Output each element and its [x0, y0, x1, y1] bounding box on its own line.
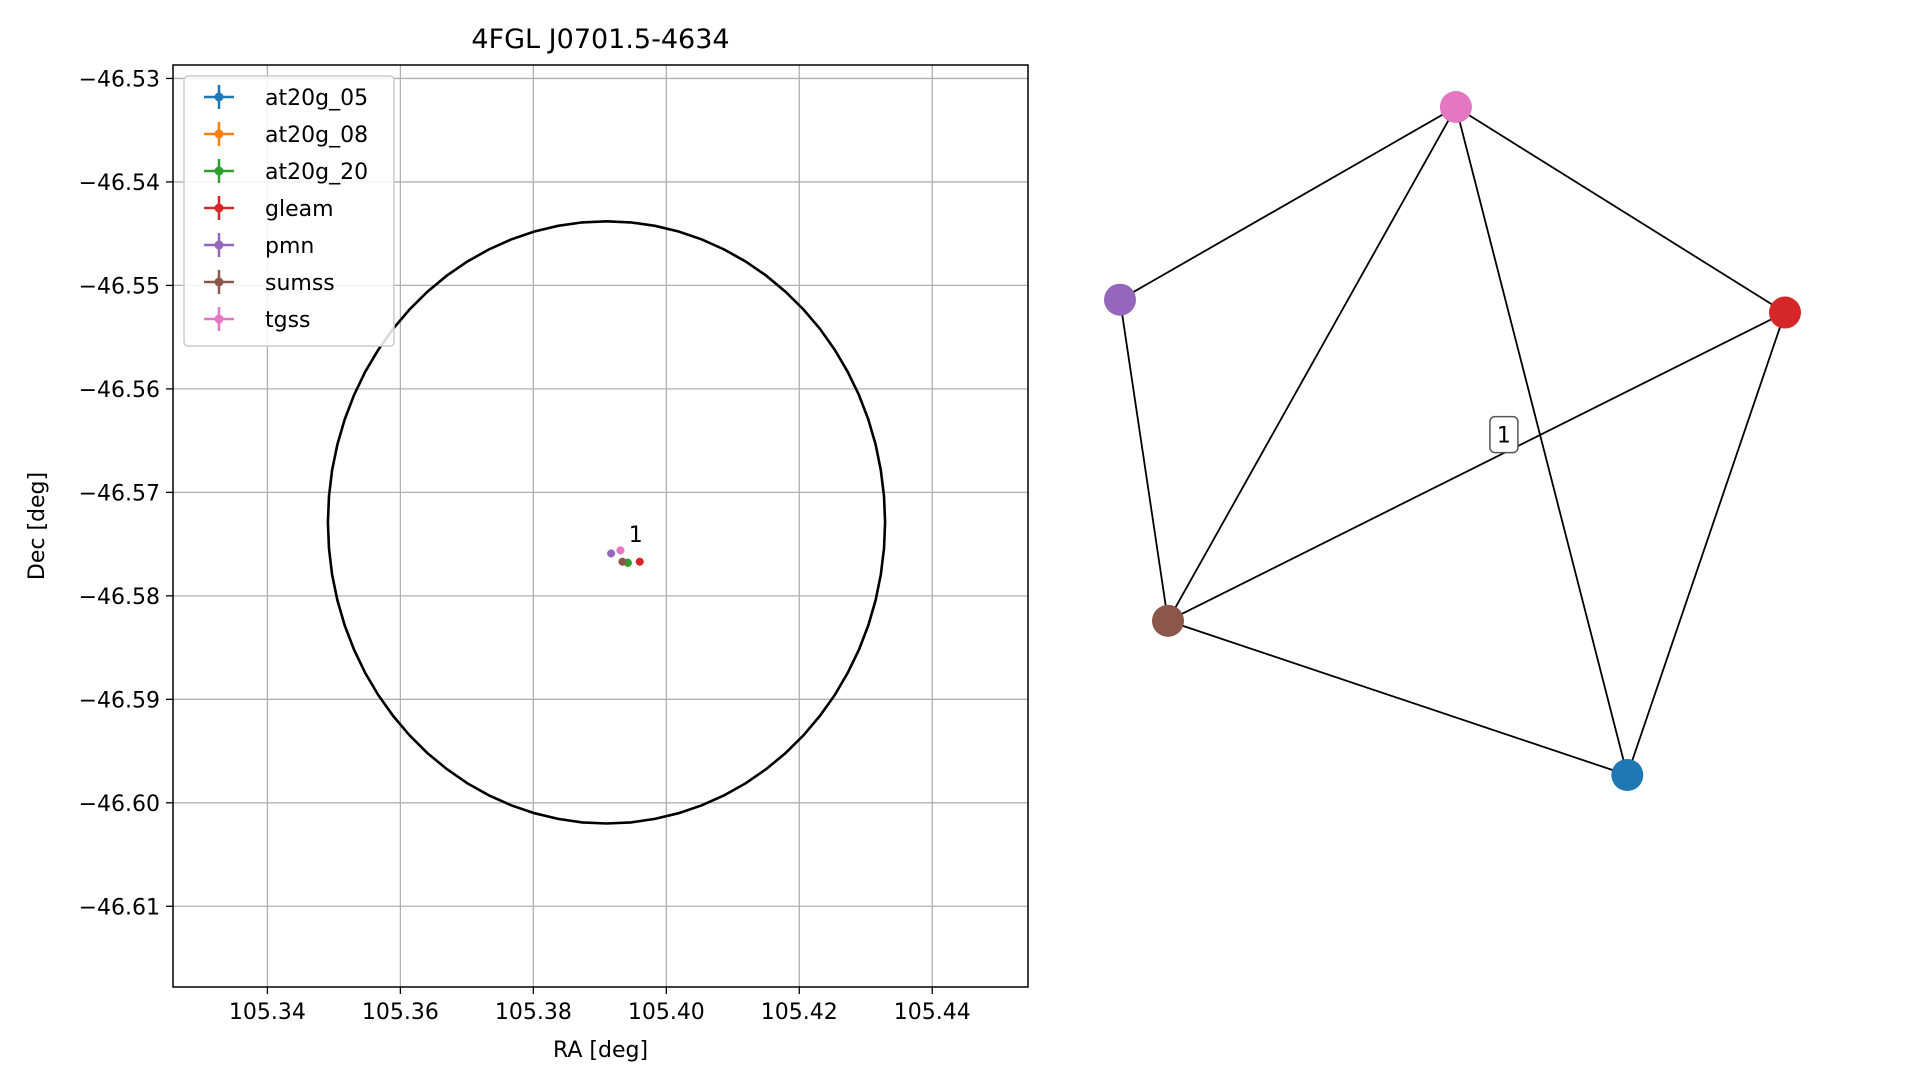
y-tick-label: −46.54 [79, 171, 160, 196]
legend-marker-at20g_08 [214, 129, 224, 139]
ellipse-outline [326, 219, 887, 825]
y-tick-label: −46.57 [79, 481, 160, 506]
network-label: 1 [1489, 415, 1519, 454]
x-tick-label: 105.38 [495, 1000, 572, 1025]
x-tick-label: 105.42 [761, 1000, 838, 1025]
node-sumss [1151, 604, 1184, 637]
y-tick-label: −46.55 [79, 274, 160, 299]
y-tick-label: −46.56 [79, 378, 160, 403]
edge-gleam-sumss [1167, 311, 1786, 622]
node-tgss [1439, 91, 1472, 123]
x-tick-label: 105.36 [362, 1000, 439, 1025]
y-axis-label: Dec [deg] [25, 472, 50, 580]
node-gleam [1769, 296, 1801, 329]
network-label-text: 1 [1497, 424, 1511, 449]
x-axis-label: RA [deg] [553, 1038, 648, 1063]
y-tick-label: −46.58 [79, 585, 160, 610]
legend-label-pmn: pmn [265, 234, 314, 259]
legend-label-gleam: gleam [265, 197, 334, 222]
node-at20g [1611, 759, 1644, 791]
edge-tgss-gleam [1455, 106, 1786, 314]
legend-marker-tgss [214, 314, 224, 324]
legend-marker-pmn [214, 240, 224, 250]
annotation-label: 1 [629, 523, 643, 548]
edge-tgss-at20g [1455, 106, 1629, 776]
point-pmn [607, 549, 616, 558]
edge-pmn-sumss [1119, 299, 1169, 621]
legend-label-at20g_05: at20g_05 [265, 86, 368, 111]
x-tick-label: 105.44 [894, 1000, 971, 1025]
edge-tgss-sumss [1167, 106, 1457, 622]
legend-box [183, 75, 395, 347]
legend-marker-at20g_20 [214, 166, 224, 176]
x-axis-ticks: 105.34 105.36 105.38 105.40 105.42 105.44 [229, 987, 971, 1025]
error-ellipse [326, 219, 887, 825]
x-tick-label: 105.34 [229, 1000, 306, 1025]
edge-tgss-pmn [1119, 106, 1457, 301]
legend-label-at20g_08: at20g_08 [265, 123, 368, 148]
legend-label-at20g_20: at20g_20 [265, 160, 368, 185]
edge-sumss-at20g [1167, 619, 1628, 776]
network-nodes [1104, 91, 1801, 791]
legend-marker-gleam [214, 203, 224, 213]
y-tick-label: −46.53 [79, 67, 160, 92]
y-axis-ticks: −46.53 −46.54 −46.55 −46.56 −46.57 −46.58 −46.… [79, 67, 173, 920]
legend-marker-sumss [214, 277, 224, 287]
chart-title: 4FGL J0701.5-4634 [471, 24, 729, 55]
point-sumss [618, 557, 627, 566]
network-panel: 1 [1104, 91, 1801, 791]
y-tick-label: −46.60 [79, 792, 160, 817]
y-tick-label: −46.59 [79, 688, 160, 713]
annotations: 1 [629, 523, 643, 548]
data-points [607, 546, 644, 567]
y-tick-label: −46.61 [79, 895, 160, 920]
legend-marker-at20g_05 [214, 92, 224, 102]
point-tgss [616, 546, 625, 555]
point-gleam [635, 557, 644, 566]
edge-gleam-at20g [1626, 312, 1786, 776]
plot-frame [172, 64, 1029, 988]
network-label-box [1489, 415, 1519, 454]
x-tick-label: 105.40 [628, 1000, 705, 1025]
legend-label-tgss: tgss [265, 308, 311, 333]
scatter-panel: 105.34 105.36 105.38 105.40 105.42 105.44 −46… [25, 24, 1029, 1063]
node-pmn [1104, 283, 1136, 316]
legend-label-sumss: sumss [265, 271, 335, 296]
network-edges [1119, 106, 1786, 776]
